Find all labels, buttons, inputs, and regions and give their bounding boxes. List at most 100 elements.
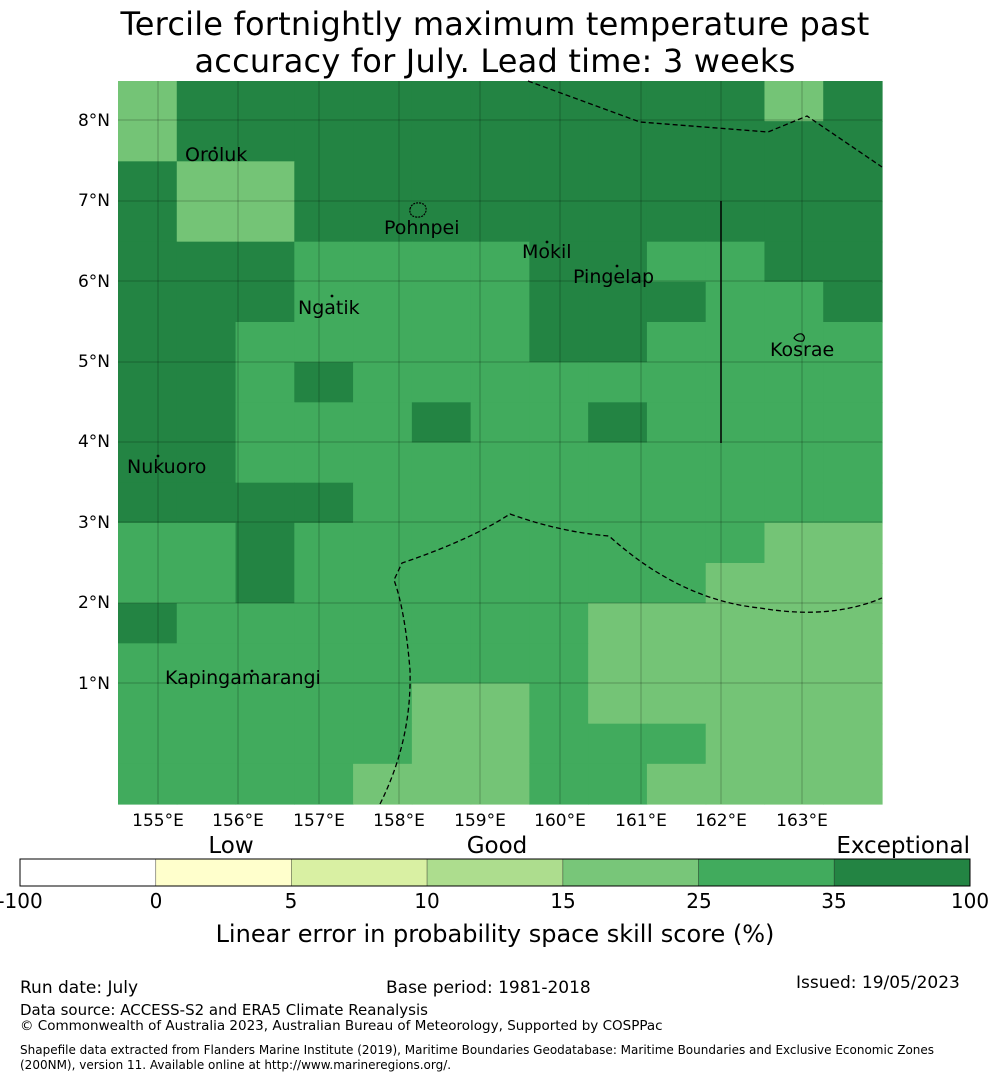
kapingamarangi-atoll — [250, 669, 254, 673]
grid-cell — [646, 402, 707, 444]
lon-tick-label: 157°E — [293, 811, 345, 831]
grid-cell — [646, 322, 707, 363]
grid-cell — [823, 723, 883, 765]
grid-cell — [646, 683, 707, 725]
grid-cell — [411, 81, 472, 122]
colorbar-tick-label: 10 — [414, 889, 439, 913]
grid-cell — [353, 563, 413, 604]
lat-tick-label: 3°N — [78, 513, 110, 533]
grid-cell — [411, 402, 472, 444]
grid-cell — [235, 81, 295, 122]
grid-cell — [118, 121, 178, 162]
kosrae-island — [793, 333, 805, 342]
grid-cell — [176, 161, 237, 203]
grid-cell — [411, 683, 472, 725]
grid-cell — [823, 201, 883, 243]
grid-cell — [764, 362, 824, 403]
map-title: Tercile fortnightly maximum temperature … — [0, 6, 990, 80]
grid-cell — [411, 281, 472, 323]
grid-cell — [294, 643, 354, 685]
grid-cell — [294, 482, 354, 524]
grid-cell — [235, 362, 295, 403]
grid-cell — [705, 442, 766, 484]
grid-cell — [823, 482, 883, 524]
grid-cell — [823, 563, 883, 604]
data-source: Data source: ACCESS-S2 and ERA5 Climate … — [20, 1001, 428, 1019]
grid-cell — [470, 763, 530, 805]
grid-cell — [646, 442, 707, 484]
lat-tick-label: 5°N — [78, 352, 110, 372]
grid-cell — [118, 201, 178, 243]
grid-cell — [411, 763, 472, 805]
grid-cell — [353, 161, 413, 203]
grid-cell — [705, 522, 766, 564]
colorbar-box — [19, 858, 157, 887]
grid-cell — [764, 402, 824, 444]
grid-cell — [705, 482, 766, 524]
grid-cell — [118, 683, 178, 725]
grid-cell — [411, 161, 472, 203]
grid-cell — [529, 281, 589, 323]
grid-cell — [235, 723, 295, 765]
grid-cell — [235, 402, 295, 444]
grid-cell — [411, 482, 472, 524]
colorbar-ticks: -100 0 5 10 15 25 35 100 — [0, 889, 989, 913]
grid-cell — [705, 201, 766, 243]
grid-cell — [646, 161, 707, 203]
issued-date: Issued: 19/05/2023 — [796, 973, 960, 993]
grid-cell — [118, 482, 178, 524]
grid-cell — [235, 281, 295, 323]
grid-cell — [353, 442, 413, 484]
grid-cell — [470, 322, 530, 363]
grid-cell — [118, 603, 178, 644]
grid-cell — [235, 161, 295, 203]
grid-cell — [294, 121, 354, 162]
grid-cell — [764, 161, 824, 203]
grid-cell — [411, 241, 472, 283]
base-period: Base period: 1981-2018 — [386, 978, 591, 998]
grid-cell — [588, 603, 648, 644]
grid-cell — [176, 763, 237, 805]
colorbar-box — [698, 858, 835, 887]
grid-cell — [764, 482, 824, 524]
grid-cell — [235, 482, 295, 524]
grid-cell — [118, 81, 178, 122]
grid-cell — [705, 683, 766, 725]
grid-cell — [411, 201, 472, 243]
grid-cell — [705, 161, 766, 203]
colorbar-category-low: Low — [208, 833, 253, 859]
title-line-2: accuracy for July. Lead time: 3 weeks — [194, 42, 796, 80]
grid-cell — [529, 81, 589, 122]
place-label: Ngatik — [298, 297, 360, 319]
grid-cell — [646, 241, 707, 283]
title-line-1: Tercile fortnightly maximum temperature … — [120, 5, 870, 43]
grid-cell — [353, 643, 413, 685]
grid-cell — [118, 763, 178, 805]
place-label: Kapingamarangi — [165, 667, 321, 689]
grid-cell — [823, 322, 883, 363]
grid-cell — [118, 563, 178, 604]
grid-cell — [118, 241, 178, 283]
grid-cell — [470, 81, 530, 122]
grid-cell — [823, 603, 883, 644]
grid-cell — [529, 482, 589, 524]
grid-cell — [353, 763, 413, 805]
oroluk-atoll — [213, 146, 217, 150]
grid-cell — [411, 603, 472, 644]
grid-cell — [176, 402, 237, 444]
colorbar-label: Linear error in probability space skill … — [216, 920, 775, 948]
colorbar-box — [291, 858, 428, 887]
grid-cell — [118, 402, 178, 444]
grid-cell — [823, 763, 883, 805]
grid-cell — [118, 281, 178, 323]
lon-tick-label: 155°E — [132, 811, 184, 831]
grid-cell — [823, 241, 883, 283]
place-label: Oroluk — [185, 144, 247, 166]
grid-cell — [470, 362, 530, 403]
grid-cell — [764, 241, 824, 283]
lat-tick-label: 6°N — [78, 272, 110, 292]
grid-cell — [705, 763, 766, 805]
grid-cell — [353, 281, 413, 323]
grid-cell — [764, 683, 824, 725]
grid-cell — [823, 683, 883, 725]
